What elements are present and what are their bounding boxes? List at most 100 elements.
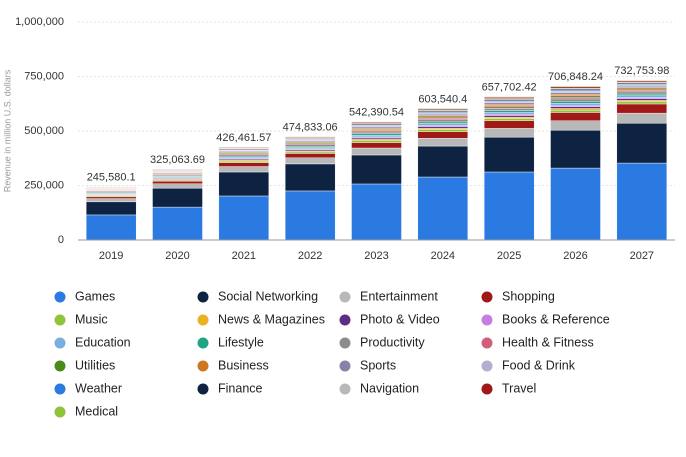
bar-segment [152, 183, 203, 189]
bar-segment [218, 166, 270, 173]
bar-segment [351, 147, 402, 156]
bar-segment [483, 171, 535, 241]
bar-segment [218, 171, 270, 197]
bar-segment [483, 108, 535, 111]
bar-segment [483, 128, 535, 138]
total-label: 542,390.54 [349, 107, 404, 119]
legend-swatch [481, 337, 493, 349]
legend-swatch [339, 337, 351, 349]
bar-segment [85, 196, 137, 199]
bar-segment [550, 129, 601, 169]
bar-segment [483, 120, 535, 129]
bar-segment [351, 137, 402, 140]
bar-segment [218, 162, 270, 167]
bar-segment [351, 183, 402, 241]
bar-segment [550, 92, 601, 95]
y-tick-label: 250,000 [24, 179, 64, 191]
x-tick-label: 2023 [364, 250, 388, 262]
legend-swatch [197, 360, 209, 372]
bar-segment [85, 201, 137, 216]
bar-segment [550, 102, 601, 106]
bar-segment [417, 137, 469, 147]
legend-label: Education [75, 335, 131, 349]
bar-segment [417, 129, 469, 132]
bar-segment [218, 195, 270, 241]
legend-label: Productivity [360, 335, 425, 349]
bar-segment [284, 190, 336, 241]
bar-segment [483, 106, 535, 109]
x-tick-label: 2019 [99, 250, 123, 262]
legend-swatch [54, 383, 66, 395]
bar-segment [417, 119, 469, 123]
bar-segment [550, 120, 601, 131]
legend-label: Health & Fitness [502, 335, 594, 349]
bar-segment [550, 101, 601, 104]
bar-segment [550, 109, 601, 113]
bar-segment [417, 127, 469, 130]
legend-label: Books & Reference [502, 312, 610, 326]
x-tick-label: 2021 [232, 250, 256, 262]
legend-label: Shopping [502, 289, 555, 303]
legend-label: Weather [75, 381, 122, 395]
bar-segment [550, 85, 601, 87]
bar-segment [417, 126, 469, 129]
legend-swatch [54, 337, 66, 349]
bar-segment [351, 131, 402, 135]
y-tick-label: 500,000 [24, 125, 64, 137]
bar-segment [616, 101, 668, 105]
bar-segment [550, 108, 601, 111]
y-axis-label: Revenue in million U.S. dollars [2, 69, 12, 192]
bar-segment [483, 118, 535, 121]
total-label: 706,848.24 [548, 71, 603, 83]
bar-segment [351, 154, 402, 185]
bar-segment [284, 144, 336, 147]
bar-segment [284, 157, 336, 165]
total-label: 474,833.06 [283, 121, 338, 133]
bar-segment [85, 214, 137, 241]
bar-segment [218, 161, 270, 163]
total-label: 325,063.69 [150, 154, 205, 166]
legend-swatch [481, 383, 493, 395]
bar-segment [284, 136, 336, 138]
legend-label: Music [75, 312, 108, 326]
bar-segment [417, 117, 469, 121]
bar-segment [483, 102, 535, 105]
bar-segment [152, 187, 203, 208]
bar-segment [483, 110, 535, 113]
bar-segment [218, 154, 270, 157]
bar-segment [550, 106, 601, 109]
bar-segment [417, 108, 469, 110]
total-label: 732,753.98 [614, 65, 669, 77]
legend-swatch [54, 291, 66, 303]
legend-label: Finance [218, 381, 263, 395]
total-label: 245,580.1 [87, 171, 136, 183]
y-tick-label: 1,000,000 [15, 16, 64, 28]
bar-segment [417, 114, 469, 116]
legend-label: Business [218, 358, 269, 372]
bar-segment [483, 103, 535, 106]
legend-swatch [197, 291, 209, 303]
bar-segment [417, 145, 469, 178]
legend-swatch [481, 291, 493, 303]
legend-swatch [339, 314, 351, 326]
bar-segment [351, 142, 402, 149]
legend-swatch [54, 406, 66, 418]
bar-segment [616, 100, 668, 103]
bar-segment [616, 95, 668, 98]
legend-swatch [197, 314, 209, 326]
legend-label: Navigation [360, 381, 419, 395]
legend-label: Utilities [75, 358, 115, 372]
x-tick-label: 2024 [431, 250, 455, 262]
bar-segment [550, 93, 601, 96]
legend-swatch [54, 314, 66, 326]
bar-segment [152, 180, 203, 184]
bar-segment [417, 115, 469, 118]
bar-segment [483, 136, 535, 173]
x-tick-label: 2025 [497, 250, 521, 262]
bar-segment [616, 112, 668, 124]
legend-label: Entertainment [360, 289, 438, 303]
bar-segment [417, 176, 469, 241]
bar-segment [483, 115, 535, 118]
x-tick-label: 2020 [165, 250, 189, 262]
